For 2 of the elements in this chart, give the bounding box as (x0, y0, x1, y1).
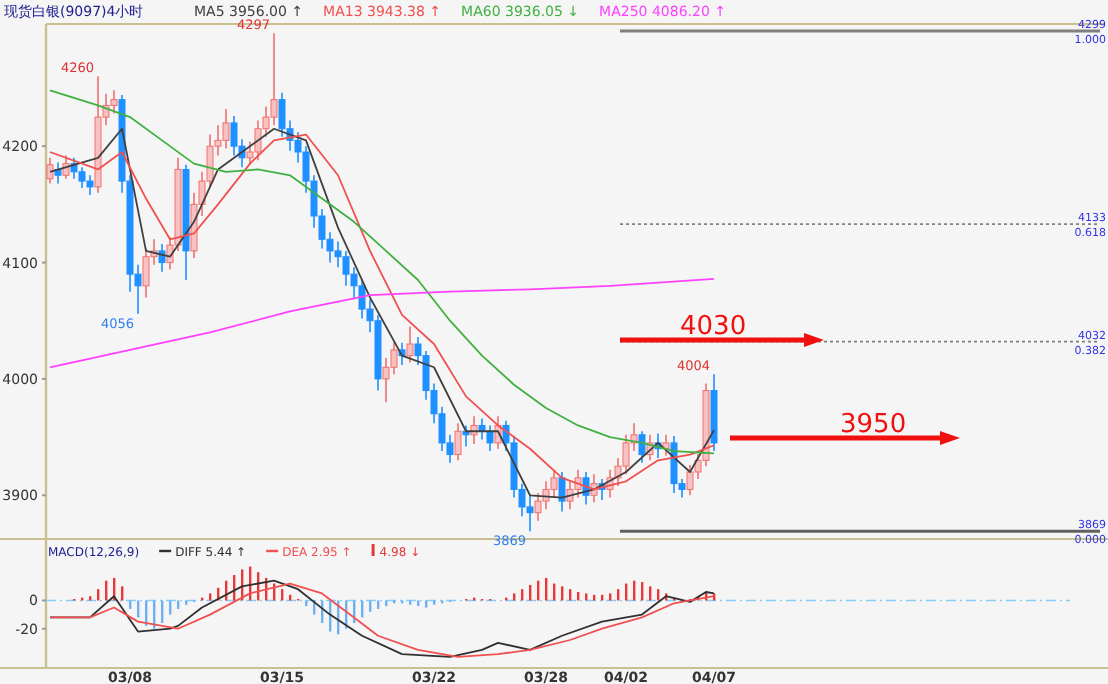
annotation: 4030 (680, 312, 747, 342)
text: 3950 (840, 410, 907, 440)
